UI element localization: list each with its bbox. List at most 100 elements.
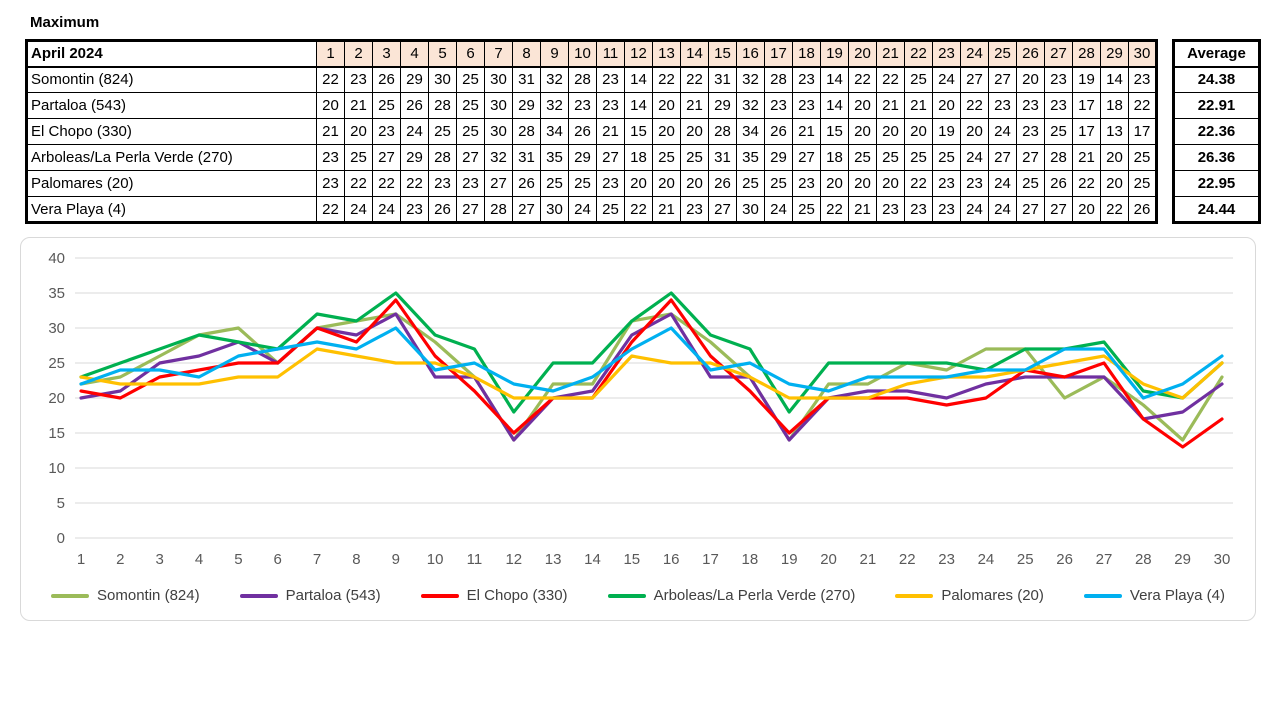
day-header-19: 19	[820, 40, 849, 68]
value-cell: 20	[1016, 66, 1045, 93]
table-row-arboleas-la-perla-verde-270: Arboleas/La Perla Verde (270) 23 25 27 29 28 2…	[26, 144, 1157, 171]
sheet-title: Maximum	[30, 14, 100, 31]
x-tick-label: 16	[663, 551, 680, 568]
value-cell: 23	[1016, 118, 1045, 145]
average-row-somontin-824: 24.38	[1173, 66, 1260, 93]
value-cell: 13	[1100, 118, 1129, 145]
legend-label: Arboleas/La Perla Verde (270)	[653, 587, 856, 604]
x-tick-label: 12	[505, 551, 522, 568]
value-cell: 22	[624, 196, 653, 223]
average-value: 26.36	[1173, 144, 1260, 171]
value-cell: 27	[456, 144, 485, 171]
x-tick-label: 7	[313, 551, 321, 568]
value-cell: 20	[680, 118, 709, 145]
value-cell: 32	[484, 144, 513, 171]
value-cell: 24	[960, 196, 989, 223]
average-header: Average	[1173, 40, 1260, 68]
legend-label: Partaloa (543)	[285, 587, 381, 604]
value-cell: 26	[372, 66, 401, 93]
x-tick-label: 24	[978, 551, 995, 568]
value-cell: 23	[960, 170, 989, 197]
value-cell: 30	[428, 66, 457, 93]
value-cell: 21	[848, 196, 877, 223]
value-cell: 23	[428, 170, 457, 197]
value-cell: 22	[1128, 92, 1157, 119]
day-header-4: 4	[400, 40, 429, 68]
value-cell: 23	[680, 196, 709, 223]
value-cell: 24	[988, 170, 1017, 197]
legend-item-vera-playa-4: Vera Playa (4)	[1083, 587, 1225, 604]
legend-line-swatch	[51, 593, 90, 598]
value-cell: 14	[820, 66, 849, 93]
value-cell: 23	[764, 92, 793, 119]
x-tick-label: 28	[1135, 551, 1152, 568]
day-header-21: 21	[876, 40, 905, 68]
value-cell: 24	[988, 196, 1017, 223]
value-cell: 25	[428, 118, 457, 145]
value-cell: 22	[876, 66, 905, 93]
y-tick-label: 30	[48, 320, 65, 337]
value-cell: 25	[764, 170, 793, 197]
value-cell: 34	[540, 118, 569, 145]
x-tick-label: 11	[467, 551, 483, 568]
value-cell: 27	[988, 144, 1017, 171]
value-cell: 19	[932, 118, 961, 145]
value-cell: 27	[456, 196, 485, 223]
average-row-palomares-20: 22.95	[1173, 170, 1260, 197]
average-value: 24.38	[1173, 66, 1260, 93]
value-cell: 23	[596, 66, 625, 93]
value-cell: 24	[568, 196, 597, 223]
day-header-3: 3	[372, 40, 401, 68]
legend-item-palomares-20: Palomares (20)	[895, 587, 1044, 604]
value-cell: 22	[316, 196, 345, 223]
value-cell: 27	[1044, 196, 1073, 223]
value-cell: 17	[1128, 118, 1157, 145]
legend-line-swatch	[420, 593, 459, 598]
value-cell: 20	[624, 170, 653, 197]
value-cell: 26	[708, 170, 737, 197]
value-cell: 22	[848, 66, 877, 93]
day-header-23: 23	[932, 40, 961, 68]
value-cell: 28	[428, 92, 457, 119]
legend-line-swatch	[239, 593, 278, 598]
value-cell: 23	[876, 196, 905, 223]
row-label: Arboleas/La Perla Verde (270)	[26, 144, 317, 171]
value-cell: 25	[456, 92, 485, 119]
day-header-30: 30	[1128, 40, 1157, 68]
value-cell: 28	[764, 66, 793, 93]
value-cell: 27	[596, 144, 625, 171]
value-cell: 20	[848, 92, 877, 119]
average-value: 22.36	[1173, 118, 1260, 145]
day-header-2: 2	[344, 40, 373, 68]
value-cell: 22	[1072, 170, 1101, 197]
value-cell: 28	[708, 118, 737, 145]
value-cell: 23	[400, 196, 429, 223]
month-header: April 2024	[26, 40, 317, 68]
value-cell: 32	[540, 66, 569, 93]
value-cell: 26	[764, 118, 793, 145]
value-cell: 15	[624, 118, 653, 145]
value-cell: 30	[540, 196, 569, 223]
value-cell: 32	[736, 66, 765, 93]
value-cell: 20	[848, 118, 877, 145]
value-cell: 24	[344, 196, 373, 223]
x-tick-label: 25	[1017, 551, 1034, 568]
value-cell: 26	[512, 170, 541, 197]
value-cell: 23	[1044, 66, 1073, 93]
value-cell: 21	[316, 118, 345, 145]
value-cell: 25	[736, 170, 765, 197]
value-cell: 25	[456, 66, 485, 93]
y-tick-label: 0	[57, 530, 65, 547]
x-tick-label: 22	[899, 551, 916, 568]
value-cell: 22	[820, 196, 849, 223]
x-tick-label: 26	[1056, 551, 1073, 568]
value-cell: 27	[372, 144, 401, 171]
value-cell: 25	[652, 144, 681, 171]
value-cell: 24	[960, 144, 989, 171]
value-cell: 21	[596, 118, 625, 145]
value-cell: 23	[1128, 66, 1157, 93]
value-cell: 25	[1044, 118, 1073, 145]
x-tick-label: 4	[195, 551, 203, 568]
value-cell: 30	[484, 118, 513, 145]
series-line-arboleas-la-perla-verde-270	[79, 291, 1224, 414]
